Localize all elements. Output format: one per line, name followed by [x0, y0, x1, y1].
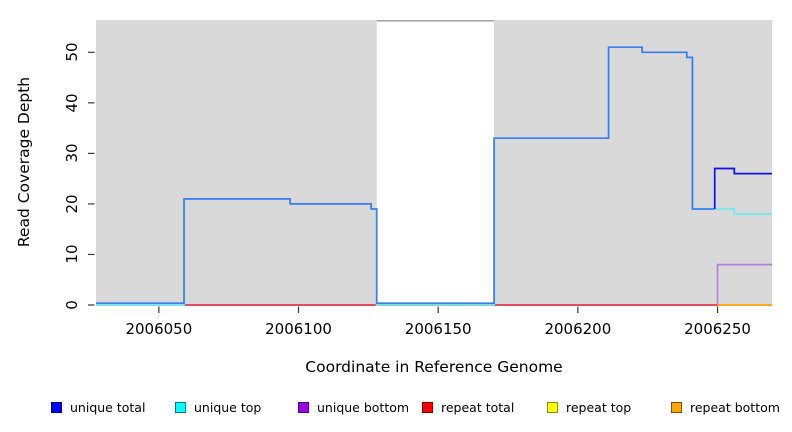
legend-item-unique-top: unique top — [175, 399, 262, 415]
legend-swatch-icon — [547, 401, 558, 413]
legend-swatch-icon — [298, 401, 309, 413]
x-tick-label: 2006200 — [544, 320, 612, 338]
y-tick-label: 50 — [63, 42, 81, 62]
legend-label: unique bottom — [317, 399, 410, 415]
y-tick-label: 30 — [63, 143, 81, 163]
y-axis-title: Read Coverage Depth — [15, 76, 33, 248]
legend-label: repeat total — [441, 399, 515, 415]
series-line-unique-total — [96, 46, 715, 305]
masked-region — [376, 20, 495, 305]
legend-swatch-icon — [175, 401, 186, 413]
legend-item-repeat-top: repeat top — [547, 399, 632, 415]
x-tick-label: 2006050 — [125, 320, 193, 338]
legend-label: repeat bottom — [690, 399, 780, 415]
y-tick-label: 40 — [63, 93, 81, 113]
legend-label: unique top — [194, 399, 262, 415]
legend-item-unique-total: unique total — [51, 399, 146, 415]
legend-swatch-icon — [51, 401, 62, 413]
legend-item-unique-bottom: unique bottom — [298, 399, 410, 415]
x-tick-label: 2006250 — [684, 320, 751, 338]
legend-swatch-icon — [422, 401, 433, 413]
y-tick-label: 10 — [63, 244, 81, 264]
x-axis-title: Coordinate in Reference Genome — [305, 358, 563, 376]
legend-item-repeat-total: repeat total — [422, 399, 515, 415]
legend-item-repeat-bottom: repeat bottom — [671, 399, 780, 415]
series-line-unique-total-tail — [713, 167, 772, 209]
legend-label: repeat top — [566, 399, 632, 415]
y-tick-label: 0 — [63, 300, 81, 310]
x-tick-label: 2006150 — [404, 320, 472, 338]
legend-label: unique total — [70, 399, 146, 415]
legend-swatch-icon — [671, 401, 682, 413]
x-tick-label: 2006100 — [265, 320, 332, 338]
y-tick-label: 20 — [63, 194, 81, 214]
